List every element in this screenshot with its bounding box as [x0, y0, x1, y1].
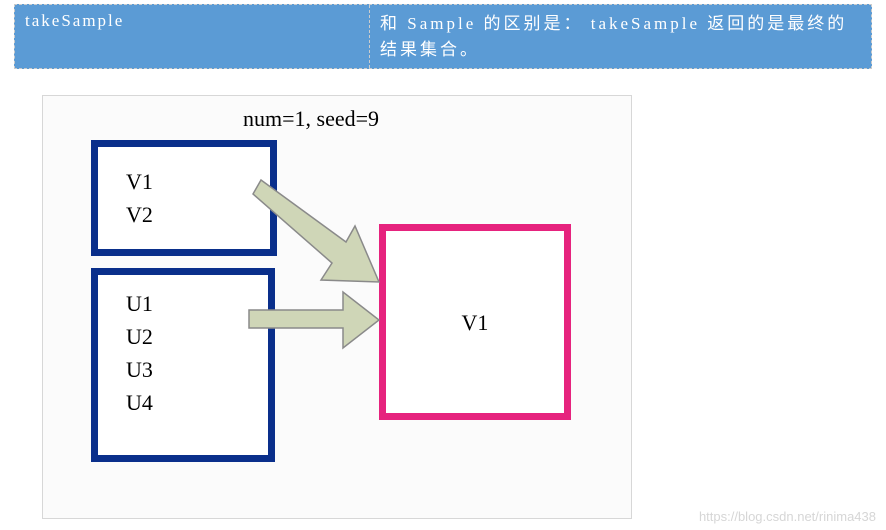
box-item: U1 — [126, 287, 268, 320]
source-box-v: V1 V2 — [91, 140, 277, 256]
box-item: V1 — [462, 306, 489, 339]
box-item: U3 — [126, 353, 268, 386]
box-item: U2 — [126, 320, 268, 353]
box-item: V1 — [126, 165, 270, 198]
diagram-container: num=1, seed=9 V1 V2 U1 U2 U3 U4 V1 — [42, 95, 632, 519]
diagram-caption: num=1, seed=9 — [243, 106, 379, 132]
result-box: V1 — [379, 224, 571, 420]
source-box-u: U1 U2 U3 U4 — [91, 268, 275, 462]
box-item: V2 — [126, 198, 270, 231]
watermark-text: https://blog.csdn.net/rinima438 — [699, 509, 876, 524]
table-desc-cell: 和 Sample 的区别是： takeSample 返回的是最终的结果集合。 — [370, 5, 871, 68]
box-item: U4 — [126, 386, 268, 419]
definition-table: takeSample 和 Sample 的区别是： takeSample 返回的… — [14, 4, 872, 69]
table-term-cell: takeSample — [15, 5, 370, 68]
